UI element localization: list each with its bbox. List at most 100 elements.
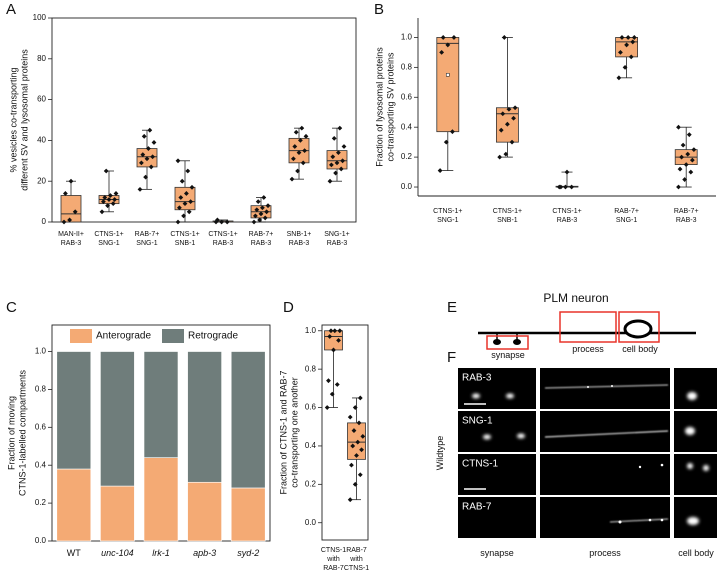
box-group	[615, 35, 638, 81]
data-point	[349, 462, 354, 468]
data-point	[265, 203, 271, 209]
data-point	[264, 209, 269, 215]
x-tick-label: CTNS-1 with RAB-7	[321, 547, 346, 572]
data-point	[112, 197, 117, 202]
x-tick-label: SNB-1+ RAB-3	[287, 231, 312, 247]
data-point	[72, 209, 78, 215]
x-tick-label: CTNS-1+ RAB-3	[208, 231, 237, 247]
data-point	[140, 152, 146, 158]
column-label: cell body	[678, 548, 714, 558]
bar-segment	[230, 351, 266, 489]
data-point	[137, 186, 143, 192]
data-point	[688, 169, 694, 175]
y-tick-label: 100	[33, 13, 47, 22]
data-point	[631, 35, 637, 40]
neuron-diagram: PLM neuron synapse process cell body	[478, 291, 696, 360]
y-axis-label: Fraction of lysosomal proteinsco-transpo…	[375, 47, 396, 167]
data-point	[677, 166, 683, 172]
data-point	[351, 428, 357, 433]
bar-segment	[143, 351, 179, 458]
data-point	[150, 154, 155, 160]
data-point	[215, 217, 220, 223]
y-axis-label: Fraction of movingCTNS-1-labelled compar…	[7, 369, 28, 496]
data-point	[330, 154, 336, 160]
data-point	[99, 209, 105, 215]
data-point	[262, 215, 268, 221]
data-point	[437, 168, 443, 173]
data-point	[189, 184, 195, 190]
data-point	[354, 453, 359, 458]
box-group	[674, 124, 698, 190]
box-group	[60, 178, 82, 225]
y-tick-label: 0.8	[401, 62, 413, 71]
x-tick-label: CTNS-1+ SNG-1	[433, 208, 462, 224]
y-tick-label: 0.2	[305, 479, 317, 488]
data-point	[625, 35, 631, 40]
data-point	[257, 217, 262, 223]
box-group	[174, 158, 196, 225]
data-point	[336, 337, 341, 343]
data-point	[298, 138, 303, 143]
data-point	[299, 125, 305, 131]
data-point	[329, 162, 334, 168]
data-point	[352, 405, 358, 410]
data-point	[105, 203, 110, 209]
data-point	[439, 50, 445, 55]
micrograph	[674, 368, 717, 409]
data-point	[289, 176, 295, 182]
fluorescence	[472, 392, 709, 525]
x-tick-label: lrk-1	[152, 548, 170, 558]
process-puncta	[587, 385, 664, 524]
y-tick-label: 0.4	[401, 122, 413, 131]
data-point	[143, 174, 148, 180]
data-point	[253, 213, 258, 219]
marker-label: SNG-1	[462, 416, 493, 427]
data-point	[102, 195, 108, 200]
synapse-bulb	[493, 339, 501, 345]
data-point	[359, 447, 364, 453]
plot-frame	[51, 17, 357, 223]
data-point	[450, 129, 455, 135]
data-point	[685, 151, 691, 157]
data-point	[300, 160, 306, 166]
data-point	[106, 197, 112, 202]
data-point	[357, 395, 363, 401]
x-tick-label: unc-104	[101, 548, 134, 558]
marker-label: RAB-7	[462, 502, 492, 513]
synapse-box	[486, 335, 529, 350]
x-tick-label: SNG-1+ RAB-3	[324, 231, 349, 247]
data-point	[108, 193, 113, 198]
data-point	[293, 129, 299, 135]
bar-segment	[143, 457, 179, 542]
box-group	[495, 35, 519, 160]
cell-body-box	[618, 311, 660, 343]
y-tick-label: 0.6	[401, 92, 413, 101]
data-point	[326, 378, 331, 384]
data-point	[676, 124, 681, 130]
data-point	[327, 334, 333, 339]
data-point	[151, 140, 157, 145]
data-point	[303, 133, 309, 139]
data-point	[302, 148, 307, 153]
y-tick-label: 0.0	[35, 536, 47, 545]
data-point	[255, 199, 261, 204]
y-tick-label: 1.0	[35, 347, 47, 356]
data-point	[292, 144, 298, 149]
data-point	[689, 157, 695, 163]
data-point	[509, 139, 515, 145]
y-tick-label: 0.8	[35, 385, 47, 394]
panel-letter: E	[447, 299, 457, 316]
data-point	[329, 391, 335, 397]
data-point	[333, 170, 338, 176]
data-point	[63, 191, 68, 196]
data-point	[512, 105, 518, 111]
y-tick-label: 0.0	[305, 518, 317, 527]
data-point	[355, 439, 361, 445]
data-point	[141, 133, 147, 139]
y-tick-label: 20	[37, 176, 46, 185]
panel-letter: B	[374, 1, 384, 18]
legend-label: Retrograde	[188, 331, 238, 342]
bar-segment	[100, 485, 135, 542]
data-point	[347, 414, 353, 420]
